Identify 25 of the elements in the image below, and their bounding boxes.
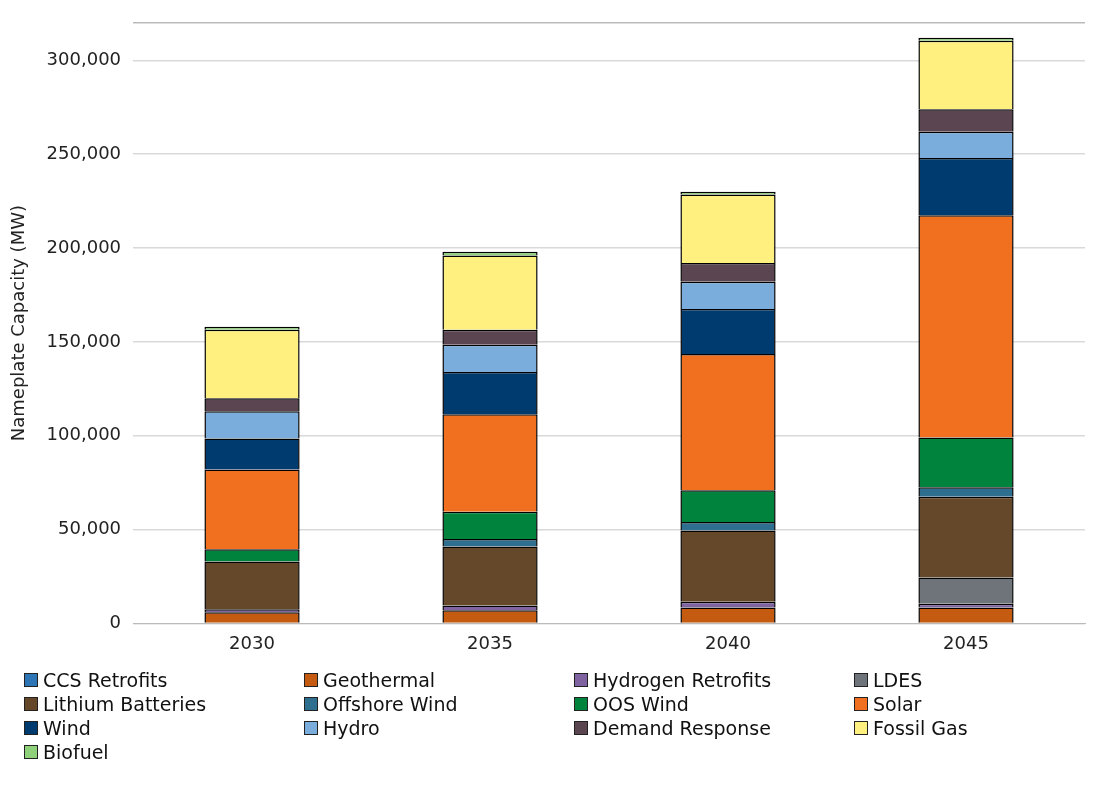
legend-label: CCS Retrofits bbox=[43, 669, 168, 691]
x-tick-label: 2030 bbox=[229, 631, 275, 653]
legend-label: Offshore Wind bbox=[323, 693, 458, 715]
y-axis-title: Nameplate Capacity (MW) bbox=[7, 205, 29, 442]
x-tick-label: 2045 bbox=[943, 631, 989, 653]
y-tick-label: 250,000 bbox=[46, 141, 122, 163]
y-tick-label: 300,000 bbox=[46, 48, 122, 70]
legend-label: Hydrogen Retrofits bbox=[593, 669, 772, 691]
y-tick-label: 50,000 bbox=[58, 517, 122, 539]
legend-label: Demand Response bbox=[593, 717, 771, 739]
legend-label: Fossil Gas bbox=[873, 717, 968, 739]
x-tick-label: 2035 bbox=[467, 631, 513, 653]
legend-label: Lithium Batteries bbox=[43, 693, 207, 715]
legend-label: Wind bbox=[43, 717, 91, 739]
y-tick-label: 200,000 bbox=[46, 235, 122, 257]
y-tick-label: 100,000 bbox=[46, 423, 122, 445]
legend-label: LDES bbox=[873, 669, 923, 691]
y-tick-label: 150,000 bbox=[46, 329, 122, 351]
y-tick-label: 0 bbox=[109, 611, 122, 633]
legend-label: Solar bbox=[873, 693, 922, 715]
legend-label: Geothermal bbox=[323, 669, 436, 691]
x-tick-label: 2040 bbox=[705, 631, 751, 653]
legend-label: Biofuel bbox=[43, 741, 109, 763]
legend-label: Hydro bbox=[323, 717, 380, 739]
legend-label: OOS Wind bbox=[593, 693, 689, 715]
